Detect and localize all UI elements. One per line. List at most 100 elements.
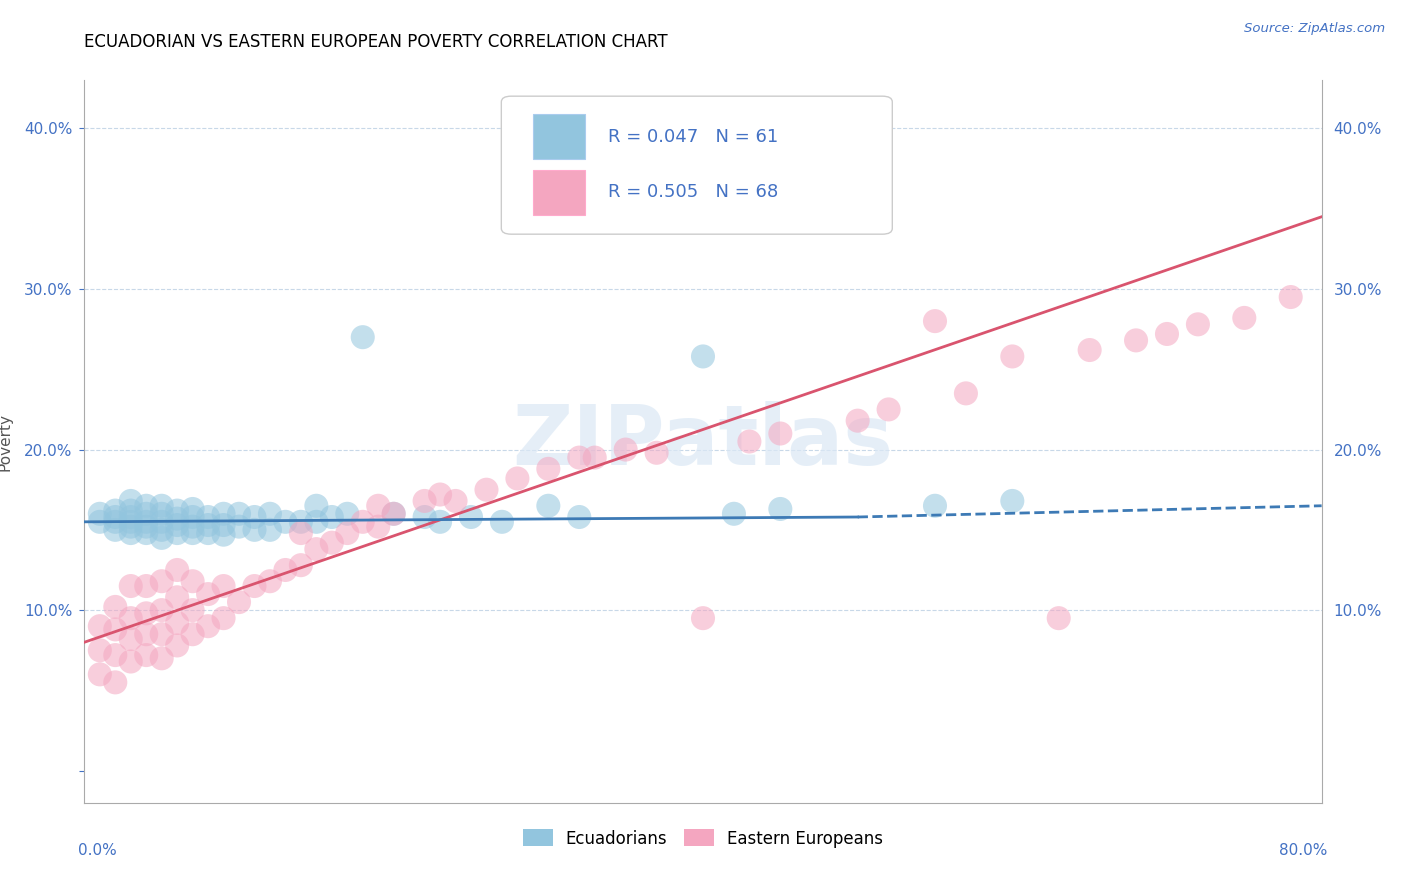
Text: R = 0.047   N = 61: R = 0.047 N = 61 (607, 128, 778, 145)
Point (104, 599, 127, 614)
Point (181, 526, 204, 541)
Point (367, 499, 389, 513)
Point (150, 574, 173, 589)
Point (104, 623, 127, 637)
Point (120, 579, 142, 593)
Point (89, 643, 111, 657)
Point (212, 611, 235, 625)
Point (1125, 334, 1147, 348)
Point (212, 527, 235, 541)
Point (120, 526, 142, 541)
Point (135, 515, 157, 529)
Point (274, 515, 297, 529)
Point (336, 507, 359, 521)
Point (1001, 350, 1024, 364)
FancyBboxPatch shape (533, 169, 585, 215)
Point (166, 526, 188, 541)
Point (738, 434, 761, 449)
Point (150, 507, 173, 521)
Point (290, 558, 312, 573)
Point (444, 494, 467, 508)
Point (228, 595, 250, 609)
Point (243, 523, 266, 537)
Point (135, 499, 157, 513)
Point (1001, 494, 1024, 508)
FancyBboxPatch shape (533, 114, 585, 159)
Point (212, 579, 235, 593)
Point (1187, 318, 1209, 332)
Point (491, 515, 513, 529)
Point (305, 515, 328, 529)
Point (290, 526, 312, 541)
Point (537, 462, 560, 476)
Point (537, 499, 560, 513)
Point (135, 507, 157, 521)
Point (197, 518, 219, 533)
Point (583, 450, 606, 465)
Point (181, 627, 204, 641)
Point (120, 510, 142, 524)
Point (321, 510, 343, 524)
Point (104, 510, 127, 524)
Point (382, 507, 405, 521)
Point (429, 515, 451, 529)
Point (212, 518, 235, 533)
Point (150, 627, 173, 641)
Point (150, 531, 173, 545)
Point (568, 510, 591, 524)
Point (290, 515, 312, 529)
Point (150, 603, 173, 617)
Point (413, 494, 436, 508)
Point (1156, 326, 1178, 341)
Point (89, 515, 111, 529)
Point (166, 518, 188, 533)
Point (197, 526, 219, 541)
Text: 0.0%: 0.0% (79, 843, 117, 857)
Point (614, 442, 637, 457)
Point (120, 519, 142, 533)
Point (197, 619, 219, 633)
Text: ECUADORIAN VS EASTERN EUROPEAN POVERTY CORRELATION CHART: ECUADORIAN VS EASTERN EUROPEAN POVERTY C… (84, 33, 668, 52)
Text: ZIPatlas: ZIPatlas (513, 401, 893, 482)
Point (181, 574, 204, 589)
Point (166, 615, 188, 630)
Point (382, 507, 405, 521)
Point (475, 483, 498, 497)
Point (166, 563, 188, 577)
Point (568, 450, 591, 465)
Point (104, 503, 127, 517)
Point (259, 523, 281, 537)
Point (166, 511, 188, 525)
Text: Source: ZipAtlas.com: Source: ZipAtlas.com (1244, 22, 1385, 36)
Point (166, 591, 188, 605)
Point (104, 675, 127, 690)
Point (104, 648, 127, 662)
FancyBboxPatch shape (502, 96, 893, 235)
Point (228, 519, 250, 533)
Point (150, 523, 173, 537)
Point (228, 507, 250, 521)
Point (769, 502, 792, 516)
Point (1078, 343, 1101, 357)
Point (1279, 290, 1302, 304)
Point (166, 639, 188, 653)
Point (197, 510, 219, 524)
Point (150, 499, 173, 513)
Point (120, 494, 142, 508)
Point (877, 402, 900, 417)
Point (135, 519, 157, 533)
Point (1233, 310, 1256, 325)
Point (692, 611, 714, 625)
Point (181, 519, 204, 533)
Text: 80.0%: 80.0% (1279, 843, 1327, 857)
Point (336, 526, 359, 541)
Point (321, 535, 343, 549)
Point (197, 587, 219, 601)
Point (723, 507, 745, 521)
Point (181, 502, 204, 516)
Point (166, 503, 188, 517)
Point (181, 603, 204, 617)
Point (89, 619, 111, 633)
Point (259, 574, 281, 589)
Point (692, 350, 714, 364)
